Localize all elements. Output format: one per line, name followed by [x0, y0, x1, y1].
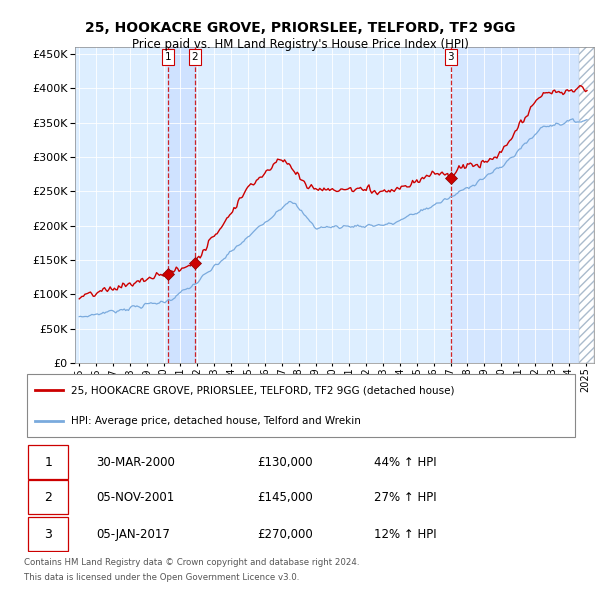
Text: HPI: Average price, detached house, Telford and Wrekin: HPI: Average price, detached house, Telf…: [71, 416, 361, 426]
Text: 1: 1: [44, 455, 52, 468]
Text: £270,000: £270,000: [257, 527, 313, 540]
Text: 3: 3: [44, 527, 52, 540]
Text: This data is licensed under the Open Government Licence v3.0.: This data is licensed under the Open Gov…: [24, 573, 299, 582]
FancyBboxPatch shape: [28, 480, 68, 514]
FancyBboxPatch shape: [27, 375, 575, 437]
Text: 30-MAR-2000: 30-MAR-2000: [96, 455, 175, 468]
Text: 27% ↑ HPI: 27% ↑ HPI: [374, 490, 436, 504]
FancyBboxPatch shape: [28, 445, 68, 479]
Text: 05-JAN-2017: 05-JAN-2017: [96, 527, 170, 540]
Text: Price paid vs. HM Land Registry's House Price Index (HPI): Price paid vs. HM Land Registry's House …: [131, 38, 469, 51]
Text: 2: 2: [44, 490, 52, 504]
Text: Contains HM Land Registry data © Crown copyright and database right 2024.: Contains HM Land Registry data © Crown c…: [24, 558, 359, 566]
Text: 25, HOOKACRE GROVE, PRIORSLEE, TELFORD, TF2 9GG (detached house): 25, HOOKACRE GROVE, PRIORSLEE, TELFORD, …: [71, 385, 455, 395]
Bar: [451, 47, 594, 363]
Text: £130,000: £130,000: [257, 455, 313, 468]
Text: 44% ↑ HPI: 44% ↑ HPI: [374, 455, 436, 468]
Text: 2: 2: [191, 52, 198, 62]
Text: £145,000: £145,000: [257, 490, 313, 504]
Text: 05-NOV-2001: 05-NOV-2001: [96, 490, 175, 504]
Text: 12% ↑ HPI: 12% ↑ HPI: [374, 527, 436, 540]
Bar: [167, 47, 194, 363]
Bar: [579, 47, 594, 363]
Text: 25, HOOKACRE GROVE, PRIORSLEE, TELFORD, TF2 9GG: 25, HOOKACRE GROVE, PRIORSLEE, TELFORD, …: [85, 21, 515, 35]
FancyBboxPatch shape: [28, 517, 68, 551]
Text: 1: 1: [164, 52, 171, 62]
Text: 3: 3: [448, 52, 454, 62]
